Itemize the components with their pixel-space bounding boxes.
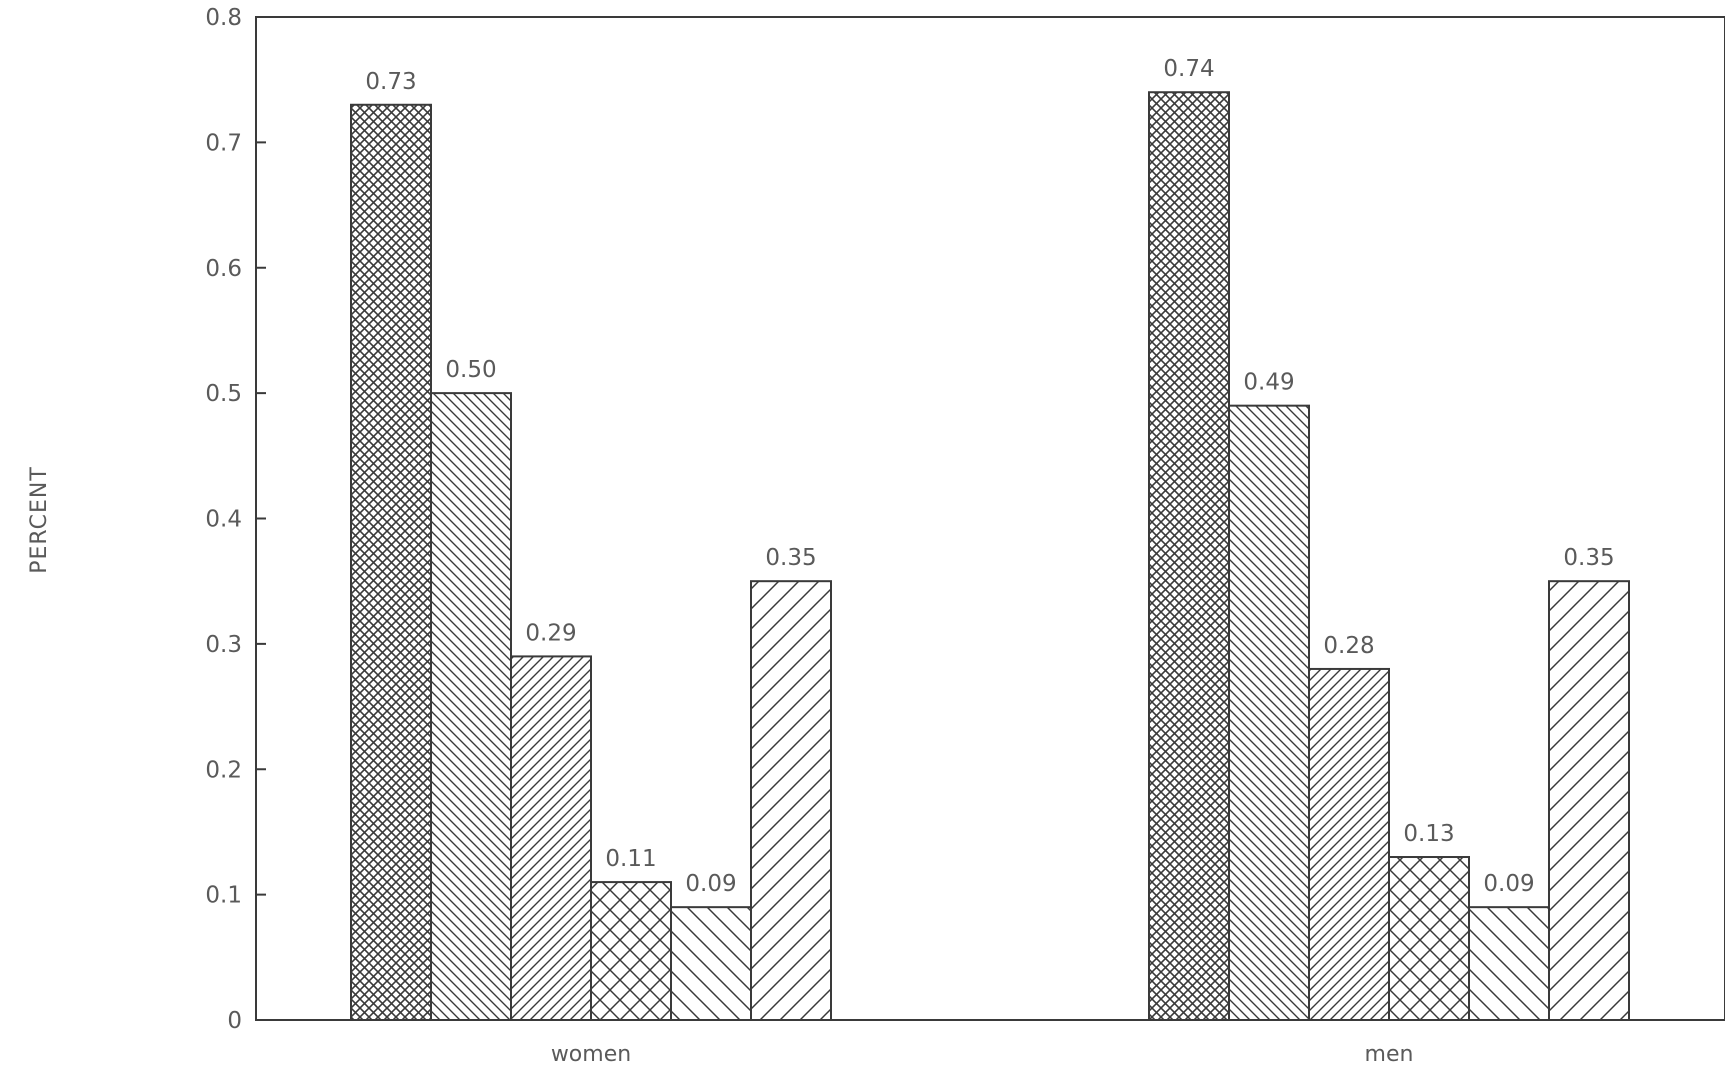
data-label: 0.29 bbox=[525, 620, 576, 646]
data-label: 0.35 bbox=[1563, 545, 1614, 571]
y-tick-label: 0.4 bbox=[205, 507, 242, 533]
data-label: 0.73 bbox=[365, 69, 416, 95]
bar-women-series-3 bbox=[510, 655, 592, 1021]
data-label: 0.13 bbox=[1403, 821, 1454, 847]
bar-men-series-5 bbox=[1468, 906, 1550, 1021]
bar-men-series-3 bbox=[1308, 667, 1390, 1021]
y-tick-label: 0.3 bbox=[205, 632, 242, 658]
data-label: 0.35 bbox=[765, 545, 816, 571]
x-category-label-women: women bbox=[551, 1042, 631, 1067]
data-label: 0.28 bbox=[1323, 633, 1374, 659]
y-tick-label: 0.6 bbox=[205, 256, 242, 282]
bar-men-series-2 bbox=[1228, 404, 1310, 1022]
y-axis: 0 0.1 0.2 0.3 0.4 0.5 0.6 0.7 0.8 bbox=[205, 5, 266, 1034]
data-label: 0.11 bbox=[605, 846, 656, 872]
x-axis-category-labels: women men bbox=[551, 1042, 1414, 1067]
bar-women-series-5 bbox=[670, 906, 752, 1021]
bar-men-series-6 bbox=[1548, 580, 1630, 1021]
x-category-label-men: men bbox=[1365, 1042, 1414, 1067]
data-label: 0.74 bbox=[1163, 56, 1214, 82]
data-label: 0.49 bbox=[1243, 370, 1294, 396]
bar-men-series-4 bbox=[1388, 856, 1470, 1022]
data-labels-group: 0.73 0.50 0.29 0.11 0.09 0.35 0.74 0.49 0.28 0.13… bbox=[365, 56, 1614, 897]
bars-group bbox=[350, 91, 1630, 1022]
y-axis-title: PERCENT bbox=[27, 466, 52, 574]
bar-women-series-4 bbox=[590, 881, 672, 1022]
bar-women-series-2 bbox=[430, 392, 512, 1021]
data-label: 0.09 bbox=[1483, 871, 1534, 897]
y-tick-label: 0 bbox=[227, 1008, 242, 1034]
bar-women-series-1 bbox=[350, 103, 432, 1021]
data-label: 0.09 bbox=[685, 871, 736, 897]
y-tick-label: 0.7 bbox=[205, 130, 242, 156]
bar-women-series-6 bbox=[750, 580, 832, 1021]
y-tick-label: 0.2 bbox=[205, 757, 242, 783]
bar-men-series-1 bbox=[1148, 91, 1230, 1022]
data-label: 0.50 bbox=[445, 357, 496, 383]
y-tick-label: 0.1 bbox=[205, 883, 242, 909]
y-tick-label: 0.8 bbox=[205, 5, 242, 31]
y-tick-label: 0.5 bbox=[205, 381, 242, 407]
